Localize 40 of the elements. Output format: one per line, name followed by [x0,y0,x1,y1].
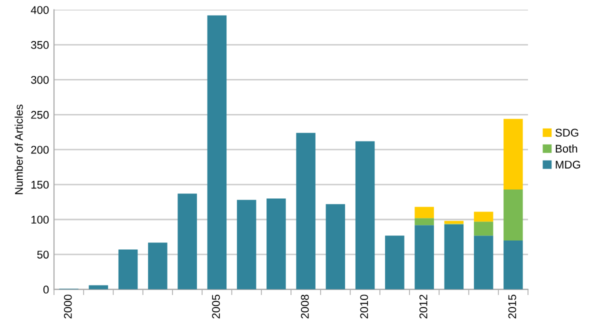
y-tick-label: 50 [37,250,49,259]
x-tick-label: 2010 [360,294,368,318]
bar [296,132,316,290]
y-tick-label: 100 [31,216,49,224]
bar [385,236,404,290]
bar [504,118,523,190]
bar [88,285,108,290]
bar [266,198,286,290]
y-tick-label: 250 [31,110,49,119]
bar [474,222,494,236]
bar [414,206,434,218]
bar [504,189,523,240]
x-tick-label: 2008 [300,294,309,318]
bar [236,200,256,290]
bar [178,194,197,290]
legend-label: MDG [556,160,580,169]
bar [474,212,494,222]
legend-label: Both [556,144,578,153]
bar [326,204,346,290]
y-tick-label: 300 [31,76,49,84]
bar [148,242,168,290]
bar [207,15,227,290]
x-tick-label: 2012 [419,294,428,318]
y-tick-label: 400 [30,6,49,14]
bar [504,240,523,290]
bar [444,224,464,290]
y-axis-title: Number of Articles [14,104,23,194]
bar [474,236,494,290]
legend-label: SDG [555,128,578,137]
y-tick-label: 200 [31,146,49,154]
x-tick-label: 2000 [64,294,72,318]
bar [118,250,138,290]
x-tick-label: 2015 [508,294,516,318]
y-tick-label: 350 [31,41,49,49]
y-tick-label: 0 [43,286,49,294]
bar [414,225,434,290]
y-tick-label: 150 [31,180,49,189]
bar [355,141,375,290]
bar [414,218,434,226]
x-tick-label: 2005 [212,294,220,318]
